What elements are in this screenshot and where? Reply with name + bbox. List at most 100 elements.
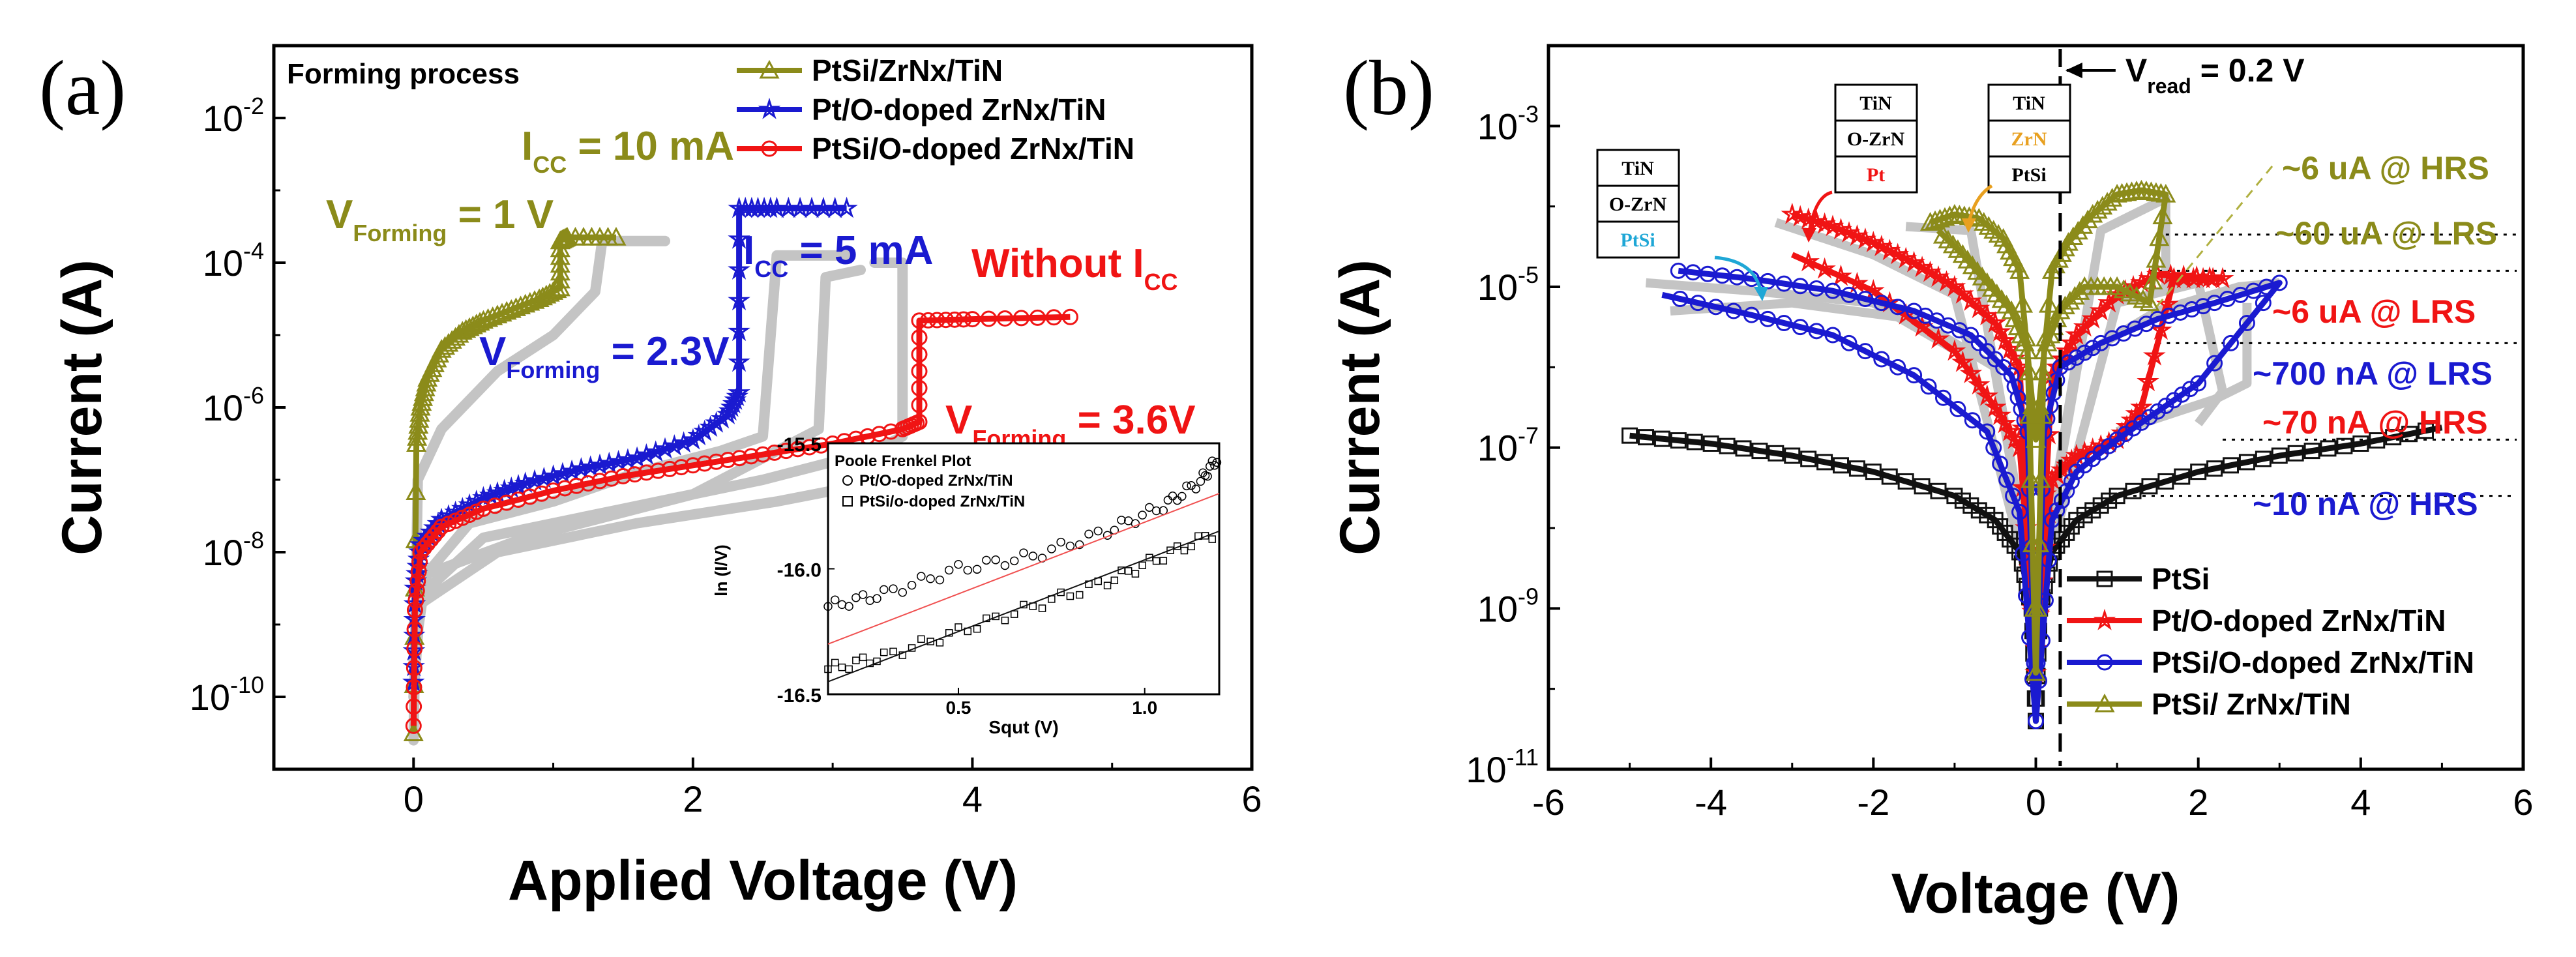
data-point: [469, 312, 490, 331]
legend-marker: [759, 59, 780, 79]
y-tick-label: 10-5: [1477, 261, 1539, 308]
data-point: [556, 480, 573, 497]
data-point: [2025, 662, 2047, 681]
inset-point: [844, 602, 853, 611]
data-point: [728, 289, 750, 311]
panel-a-x-axis-label: Applied Voltage (V): [508, 849, 1018, 912]
series-line: [410, 314, 1071, 726]
data-point: [1808, 323, 1825, 340]
data-point: [2401, 426, 2418, 443]
data-point: [1045, 309, 1062, 326]
data-point: [928, 312, 945, 329]
panel-b-x-axis-label: Voltage (V): [1891, 862, 2180, 925]
data-point: [2141, 478, 2158, 495]
data-point: [2019, 361, 2040, 381]
data-point: [2142, 271, 2163, 289]
data-point: [2352, 435, 2369, 452]
data-point: [1013, 310, 1029, 327]
inset-point: [1047, 544, 1056, 553]
data-point: [1897, 473, 1914, 490]
data-point: [407, 427, 428, 446]
inset-point: [1038, 604, 1046, 612]
panel-a-series: [402, 196, 1078, 741]
inset-point: [830, 595, 840, 604]
data-point: [1914, 478, 1931, 495]
inset-point: [1151, 506, 1161, 516]
annotation-icc10: ICC = 10 mA: [522, 124, 734, 178]
panel-b-y-axis-label: Current (A): [1329, 259, 1391, 555]
data-point: [2063, 226, 2084, 246]
panel-a-x-ticks: 0 2 4 6: [273, 758, 1262, 819]
inset-point: [982, 555, 991, 565]
inset-point: [1131, 570, 1140, 578]
inset-point: [954, 559, 963, 569]
data-point: [438, 332, 459, 352]
data-point: [1985, 439, 2002, 456]
data-point: [2190, 464, 2207, 480]
inset-point: [1066, 592, 1074, 600]
stack-layer: [1834, 155, 1918, 194]
stack-layer: [1596, 220, 1680, 259]
data-point: [2369, 432, 2386, 449]
data-point: [1743, 306, 1760, 323]
data-point: [2255, 450, 2272, 467]
stack-layer: [1834, 119, 1918, 158]
data-point: [1841, 334, 1858, 351]
data-point: [2137, 370, 2159, 392]
inset-title: Poole Frenkel Plot: [835, 452, 971, 470]
data-point: [2030, 469, 2051, 488]
data-point: [406, 640, 423, 657]
inset-point: [1009, 556, 1019, 566]
stack-arrow: [1714, 256, 1762, 291]
inset-point: [1191, 484, 1201, 493]
data-point: [2032, 361, 2052, 381]
y-tick-label: 10-4: [203, 237, 264, 284]
x-tick-label: 4: [962, 778, 983, 819]
data-point: [964, 311, 981, 328]
legend-label: PtSi/O-doped ZrNx/TiN: [812, 132, 1134, 166]
inset-point: [1180, 546, 1189, 555]
legend-label: Pt/O-doped ZrNx/TiN: [2152, 604, 2446, 638]
annotation-sub: Forming: [353, 220, 447, 246]
inset-x-tick-label: 1.0: [1132, 698, 1157, 718]
inset-point: [1138, 561, 1146, 569]
stack-layer: [1987, 119, 2071, 158]
data-point: [1989, 319, 2011, 342]
annotation-base: V: [479, 329, 506, 374]
vread-label: Vread = 0.2 V: [2125, 52, 2305, 98]
inset-point: [898, 651, 907, 659]
annotation-sub: CC: [754, 256, 788, 282]
data-point: [1967, 297, 1991, 318]
data-point: [1686, 434, 1703, 450]
data-point: [522, 488, 539, 505]
data-point: [2174, 468, 2191, 485]
data-point: [2067, 220, 2088, 240]
data-point: [1981, 278, 2002, 297]
inset-legend-marker: [842, 475, 853, 486]
level-label: ~6 uA @ LRS: [2272, 293, 2476, 330]
panel-b-legend: PtSi Pt/O-doped ZrNx/TiN PtSi/O-doped ZrNx…: [2067, 562, 2474, 721]
data-point: [2019, 405, 2040, 424]
x-tick-label: 2: [2188, 782, 2208, 823]
data-point: [1829, 264, 1852, 286]
data-point: [2418, 422, 2434, 439]
data-point: [1775, 275, 1792, 292]
inset-point: [945, 629, 953, 637]
data-point: [2385, 429, 2402, 446]
device-stack-s2: TiN O-ZrN Pt: [1834, 83, 1918, 194]
annotation-sub: Forming: [506, 357, 600, 383]
data-point: [1653, 430, 1670, 447]
data-point: [2076, 344, 2093, 361]
level-label: ~60 uA @ LRS: [2275, 215, 2497, 252]
y-tick-exp: -4: [243, 237, 264, 264]
y-tick-exp: -5: [1518, 261, 1539, 288]
y-tick-base: 10: [203, 243, 243, 284]
data-point: [1837, 221, 1861, 243]
inset-point: [1000, 561, 1010, 570]
data-point: [1974, 212, 1994, 231]
data-point: [482, 306, 503, 325]
data-point: [1967, 373, 1991, 395]
data-point: [911, 396, 928, 413]
stack-arrow-head: [1962, 218, 1976, 233]
data-point: [2130, 271, 2153, 293]
